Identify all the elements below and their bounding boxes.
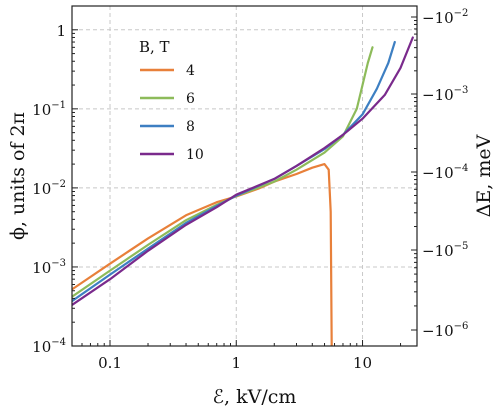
legend-label-10: 10 xyxy=(186,147,204,163)
x-tick-label: 0.1 xyxy=(98,354,122,372)
tick-layer: 0.1 1 1010−410−310−210−11−10−2−10−3−10−4−1… xyxy=(32,5,468,372)
y-tick-exponent: −2 xyxy=(51,179,66,190)
y2-tick-label: −10−3 xyxy=(422,85,468,104)
legend-label-6: 6 xyxy=(186,91,195,107)
series-layer xyxy=(72,36,414,346)
y2-tick-base: −10 xyxy=(422,86,454,104)
y2-tick-label: −10−2 xyxy=(422,8,468,27)
series-line-10 xyxy=(72,36,414,307)
legend-label-8: 8 xyxy=(186,119,195,135)
y2-tick-base: −10 xyxy=(422,322,454,340)
y2-tick-label: −10−4 xyxy=(422,163,468,182)
y-tick-label: 10−4 xyxy=(32,337,66,356)
y-axis-label: ϕ, units of 2π xyxy=(7,112,29,240)
series-line-6 xyxy=(72,46,374,298)
legend: B, T 4 6 8 10 xyxy=(139,38,204,163)
series-line-4 xyxy=(72,163,333,346)
grid-layer xyxy=(72,6,417,346)
legend-title: B, T xyxy=(139,38,170,56)
y-tick-label: 10−3 xyxy=(32,258,66,277)
y-tick-base: 10 xyxy=(32,338,51,356)
legend-label-4: 4 xyxy=(186,63,195,79)
plot-frame xyxy=(71,5,418,347)
y2-tick-exponent: −3 xyxy=(454,85,469,96)
y2-tick-exponent: −4 xyxy=(454,163,469,174)
y2-tick-base: −10 xyxy=(422,164,454,182)
y2-tick-exponent: −2 xyxy=(454,8,469,19)
y2-tick-exponent: −5 xyxy=(454,241,469,252)
right-axis-label: ΔE, meV xyxy=(473,134,495,217)
y2-tick-label: −10−6 xyxy=(422,321,468,340)
y2-tick-base: −10 xyxy=(422,242,454,260)
y-tick-label: 1 xyxy=(56,22,66,40)
x-tick-label: 1 xyxy=(231,354,241,372)
y-tick-base: 10 xyxy=(32,180,51,198)
y-tick-exponent: −3 xyxy=(51,258,66,269)
y2-tick-exponent: −6 xyxy=(454,321,469,332)
y2-tick-label: −10−5 xyxy=(422,241,468,260)
y-tick-exponent: −1 xyxy=(51,100,66,111)
y2-tick-base: −10 xyxy=(422,9,454,27)
y-tick-exponent: −4 xyxy=(51,337,66,348)
y-tick-label: 10−1 xyxy=(32,100,66,119)
y-tick-base: 1 xyxy=(56,22,66,40)
x-tick-label: 10 xyxy=(353,354,372,372)
x-axis-label: ℰ, kV/cm xyxy=(213,386,297,408)
y-tick-base: 10 xyxy=(32,101,51,119)
y-tick-label: 10−2 xyxy=(32,179,66,198)
y-tick-base: 10 xyxy=(32,259,51,277)
